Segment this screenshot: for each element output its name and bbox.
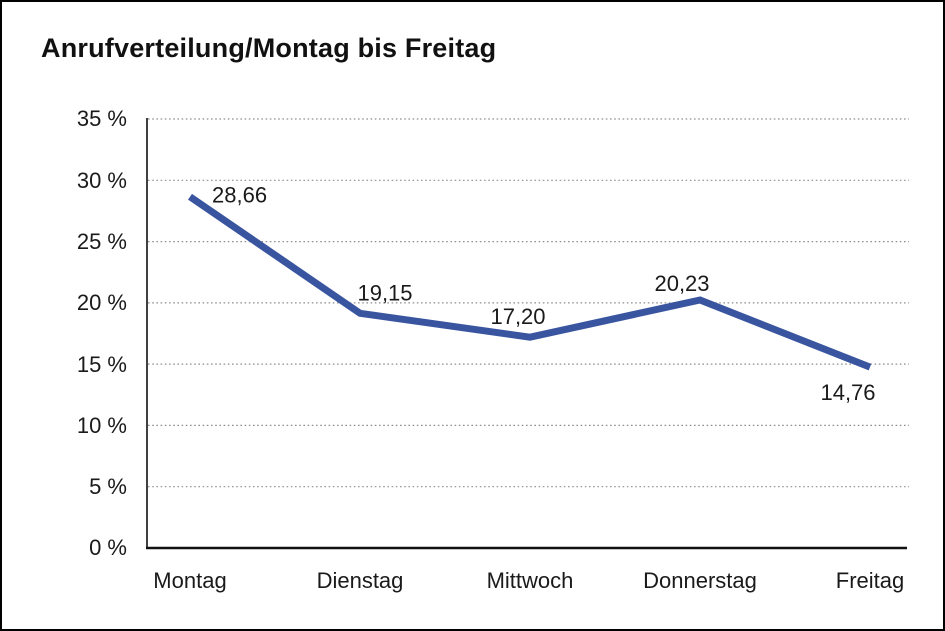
x-axis-category-label: Donnerstag: [643, 568, 757, 593]
data-point-label: 17,20: [490, 304, 545, 329]
x-axis-category-label: Mittwoch: [486, 568, 574, 593]
data-point-label: 19,15: [357, 280, 412, 305]
x-axis-category-label: Dienstag: [316, 568, 404, 593]
y-axis-tick-label: 10 %: [76, 413, 127, 438]
x-axis-category-label: Freitag: [835, 568, 905, 593]
x-axis-category-label: Montag: [153, 568, 227, 593]
data-line: [188, 193, 872, 371]
y-axis-tick-label: 15 %: [76, 352, 127, 377]
y-axis-tick-label: 30 %: [76, 168, 127, 193]
chart-title: Anrufverteilung/Montag bis Freitag: [41, 33, 497, 63]
data-point-label: 20,23: [654, 271, 709, 296]
data-point-label: 28,66: [212, 183, 267, 208]
y-axis-tick-label: 0 %: [89, 535, 127, 560]
y-axis-tick-label: 25 %: [76, 229, 127, 254]
data-point-label: 14,76: [820, 380, 875, 405]
y-axis-tick-label: 5 %: [89, 474, 127, 499]
y-axis-tick-label: 20 %: [76, 290, 127, 315]
y-axis-tick-label: 35 %: [76, 106, 127, 131]
